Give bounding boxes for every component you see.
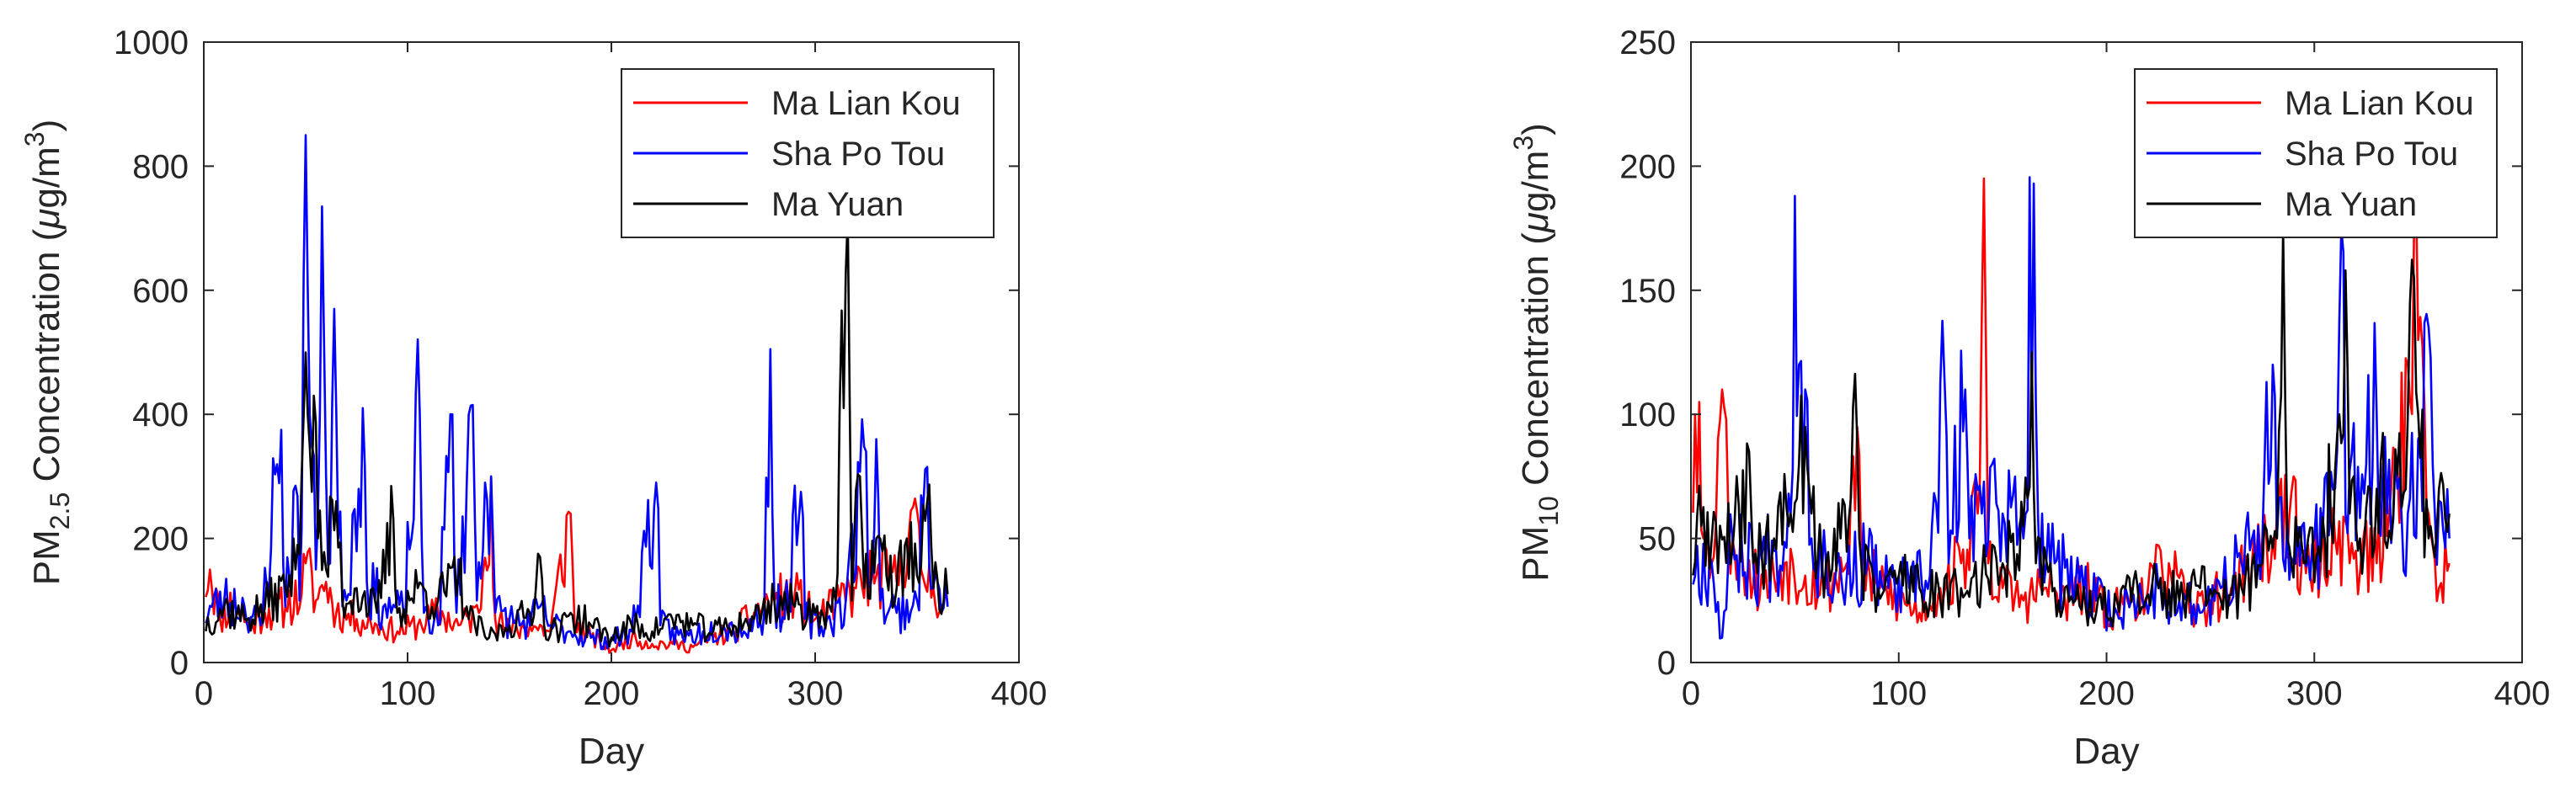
legend: Ma Lian Kou Sha Po Tou Ma Yuan xyxy=(621,68,995,238)
y-tick-label: 200 xyxy=(132,521,189,558)
y-tick-label: 600 xyxy=(132,273,189,310)
legend-entry: Ma Lian Kou xyxy=(771,85,961,122)
series-line-ma-yuan xyxy=(205,215,949,648)
x-tick-label: 300 xyxy=(2286,675,2343,712)
series-lines xyxy=(205,134,949,654)
y-tick-label: 150 xyxy=(1619,273,1676,310)
x-tick-label: 100 xyxy=(1870,675,1927,712)
legend: Ma Lian Kou Sha Po Tou Ma Yuan xyxy=(2134,68,2498,238)
legend-entry: Ma Yuan xyxy=(771,186,904,223)
x-tick-label: 200 xyxy=(584,675,640,712)
x-tick-label: 200 xyxy=(2078,675,2135,712)
y-axis-label: PM10 Concentration (μg/m3) xyxy=(1508,123,1564,582)
y-tick-label: 1000 xyxy=(114,24,189,61)
chart-pm25: 0 100 200 300 400 0 200 400 600 800 1000 Day PM2.5 C… xyxy=(19,24,1047,772)
series-line-sha-po-tou xyxy=(1692,176,2451,640)
x-tick-label: 100 xyxy=(380,675,436,712)
y-axis-label: PM2.5 Concentration (μg/m3) xyxy=(19,120,75,585)
y-tick-label: 50 xyxy=(1639,521,1677,558)
legend-entry: Sha Po Tou xyxy=(771,136,945,173)
x-tick-label: 0 xyxy=(1682,675,1700,712)
series-line-ma-yuan xyxy=(1692,226,2451,628)
y-tick-label: 800 xyxy=(132,148,189,185)
chart-pm10: 0 100 200 300 400 0 50 100 150 200 250 Day PM10 Conc… xyxy=(1508,24,2550,772)
x-tick-label: 400 xyxy=(2494,675,2551,712)
legend-entry: Ma Lian Kou xyxy=(2285,85,2474,122)
y-tick-label: 0 xyxy=(170,645,189,682)
y-tick-label: 100 xyxy=(1619,396,1676,434)
x-tick-label: 300 xyxy=(787,675,844,712)
series-lines xyxy=(1692,176,2451,640)
y-tick-label: 250 xyxy=(1619,24,1676,61)
x-tick-label: 400 xyxy=(991,675,1048,712)
legend-entry: Sha Po Tou xyxy=(2285,136,2458,173)
legend-entry: Ma Yuan xyxy=(2285,186,2417,223)
y-tick-label: 200 xyxy=(1619,148,1676,185)
x-axis-label: Day xyxy=(2073,731,2139,772)
series-line-ma-lian-kou xyxy=(205,475,949,654)
y-tick-label: 0 xyxy=(1657,645,1676,682)
x-tick-label: 0 xyxy=(195,675,213,712)
x-axis-label: Day xyxy=(579,731,644,772)
y-tick-label: 400 xyxy=(132,396,189,434)
